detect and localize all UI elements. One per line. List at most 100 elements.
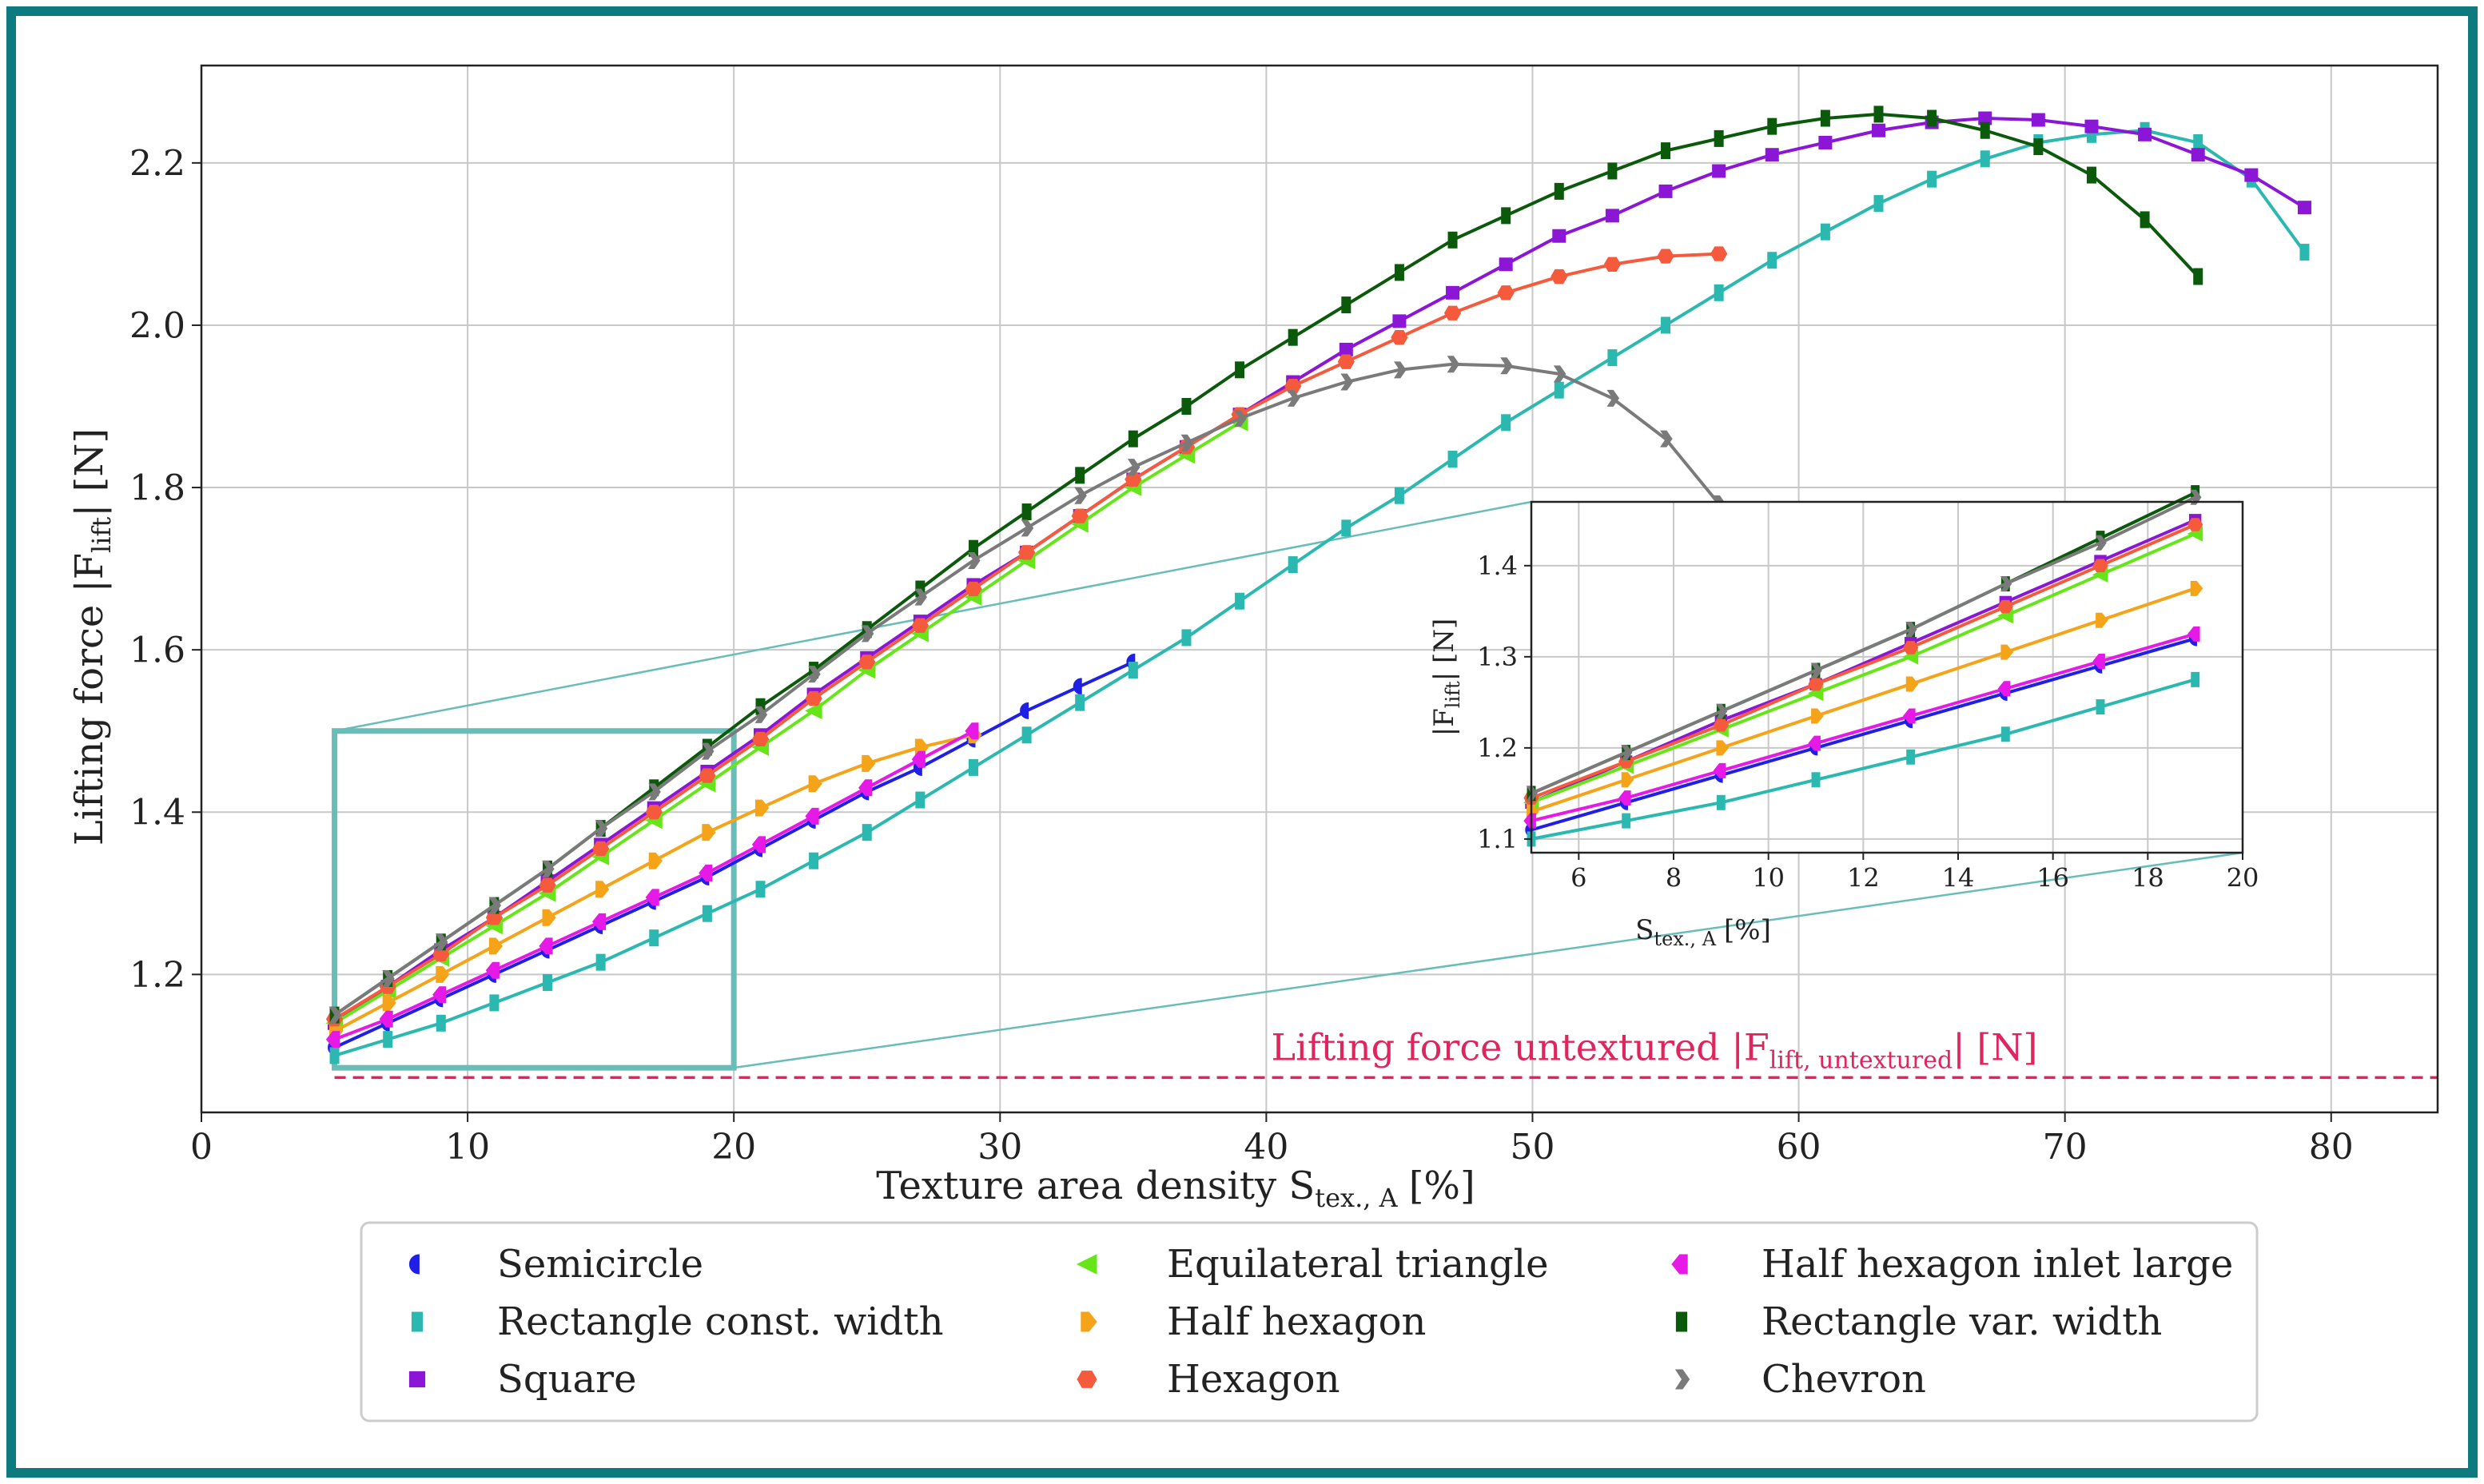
- data-point: [539, 877, 556, 893]
- series-half-hexagon-inlet-large: [1523, 626, 2200, 829]
- series-line: [333, 421, 1241, 1025]
- data-point: [1767, 117, 1777, 135]
- data-point: [1128, 430, 1138, 448]
- data-point: [1501, 207, 1511, 225]
- x-tick-label: 40: [1244, 1127, 1288, 1168]
- data-point: [1906, 749, 1916, 765]
- data-point: [808, 666, 821, 683]
- data-point: [702, 905, 712, 922]
- data-point: [1552, 229, 1566, 243]
- data-point: [328, 1006, 342, 1024]
- data-point: [1811, 772, 1821, 788]
- data-point: [1020, 702, 1029, 719]
- data-point: [858, 654, 876, 670]
- data-point: [1621, 745, 1633, 761]
- data-point: [645, 889, 659, 906]
- data-point: [1808, 735, 1821, 751]
- data-point: [968, 551, 981, 569]
- data-point: [1075, 467, 1085, 484]
- y-tick-label: 2.0: [129, 305, 185, 346]
- inset-axes-box: [1530, 500, 2244, 854]
- series-line: [1531, 495, 2196, 795]
- series-hexagon: [325, 246, 1728, 1027]
- data-point: [1818, 135, 1833, 149]
- data-point: [2191, 671, 2200, 687]
- data-point: [1021, 726, 1032, 744]
- data-point: [1394, 361, 1407, 379]
- data-point: [1657, 249, 1674, 264]
- legend-item-half-hexagon: Half hexagon: [1081, 1299, 1426, 1344]
- data-point: [968, 758, 978, 776]
- data-point: [595, 820, 608, 837]
- data-point: [1713, 718, 1729, 732]
- data-point: [489, 994, 500, 1012]
- legend-label: Hexagon: [1167, 1357, 1340, 1402]
- data-point: [648, 852, 663, 869]
- legend-marker: [1081, 1311, 1097, 1332]
- data-point: [1820, 223, 1830, 241]
- data-point: [432, 986, 447, 1004]
- main-chart: 0 10 20 30 40 50 60 70 80 1.2 1.4 1.6 1.8 2.0 2.2 Lift…: [67, 64, 2439, 1213]
- data-point: [1622, 813, 1631, 829]
- x-axis-label: Texture area density Stex., A [%]: [876, 1164, 1475, 1213]
- data-point: [1607, 349, 1618, 367]
- data-point: [436, 1014, 446, 1032]
- inset-chart: 6 8 10 12 14 16 18 20 1.1 1.2 1.3 1.4 Stex., A [%] |…: [1428, 485, 2259, 950]
- data-point: [435, 933, 448, 951]
- main-series: [325, 105, 2311, 1064]
- series-line: [1531, 523, 2196, 800]
- data-point: [1499, 257, 1513, 272]
- data-point: [701, 742, 715, 760]
- legend-label: Rectangle var. width: [1761, 1299, 2162, 1344]
- legend-marker: [1076, 1254, 1097, 1275]
- data-point: [1443, 305, 1462, 320]
- data-point: [1392, 314, 1407, 328]
- data-point: [1337, 354, 1355, 369]
- data-point: [1074, 487, 1087, 504]
- y-tick-label: 1.2: [1477, 733, 1518, 763]
- y-tick-label: 1.6: [129, 631, 185, 671]
- inset-x-axis-label: Stex., A [%]: [1635, 914, 1771, 950]
- data-point: [754, 706, 768, 723]
- data-point: [1181, 629, 1192, 647]
- data-point: [1661, 316, 1671, 334]
- legend-item-chevron: Chevron: [1674, 1357, 1926, 1402]
- data-point: [595, 953, 606, 971]
- data-point: [2095, 535, 2107, 551]
- data-point: [755, 881, 766, 898]
- data-point: [2190, 580, 2203, 596]
- data-point: [1810, 662, 1822, 678]
- series-line: [1531, 587, 2196, 814]
- data-point: [808, 775, 822, 793]
- data-point: [1287, 389, 1300, 407]
- x-tick-label: 14: [1942, 863, 1975, 893]
- data-point: [1288, 328, 1298, 346]
- data-point: [1712, 164, 1726, 178]
- data-point: [648, 783, 661, 801]
- data-point: [1554, 381, 1564, 399]
- data-point: [592, 841, 610, 857]
- reference-label: Lifting force untextured |Flift, untextu…: [1272, 1025, 2038, 1074]
- data-point: [595, 881, 610, 898]
- data-point: [1873, 105, 1884, 123]
- data-point: [1071, 508, 1089, 523]
- y-tick-label: 1.3: [1477, 642, 1518, 672]
- data-point: [2140, 211, 2150, 229]
- x-tick-label: 60: [1777, 1127, 1821, 1168]
- legend-box: [360, 1221, 2259, 1422]
- legend-item-rectangle-const-width: Rectangle const. width: [411, 1299, 944, 1344]
- data-point: [1553, 365, 1566, 383]
- data-point: [2299, 244, 2310, 261]
- data-point: [1716, 703, 1728, 719]
- legend-marker: [1671, 1254, 1688, 1275]
- data-point: [1905, 676, 1919, 692]
- data-point: [751, 731, 770, 747]
- y-tick-label: 1.4: [1477, 551, 1518, 581]
- series-line: [333, 117, 2306, 1024]
- data-point: [649, 929, 659, 947]
- data-point: [965, 581, 982, 597]
- series-line: [333, 112, 2199, 1017]
- data-point: [2000, 726, 2010, 742]
- data-point: [1235, 592, 1245, 610]
- data-point: [751, 836, 766, 853]
